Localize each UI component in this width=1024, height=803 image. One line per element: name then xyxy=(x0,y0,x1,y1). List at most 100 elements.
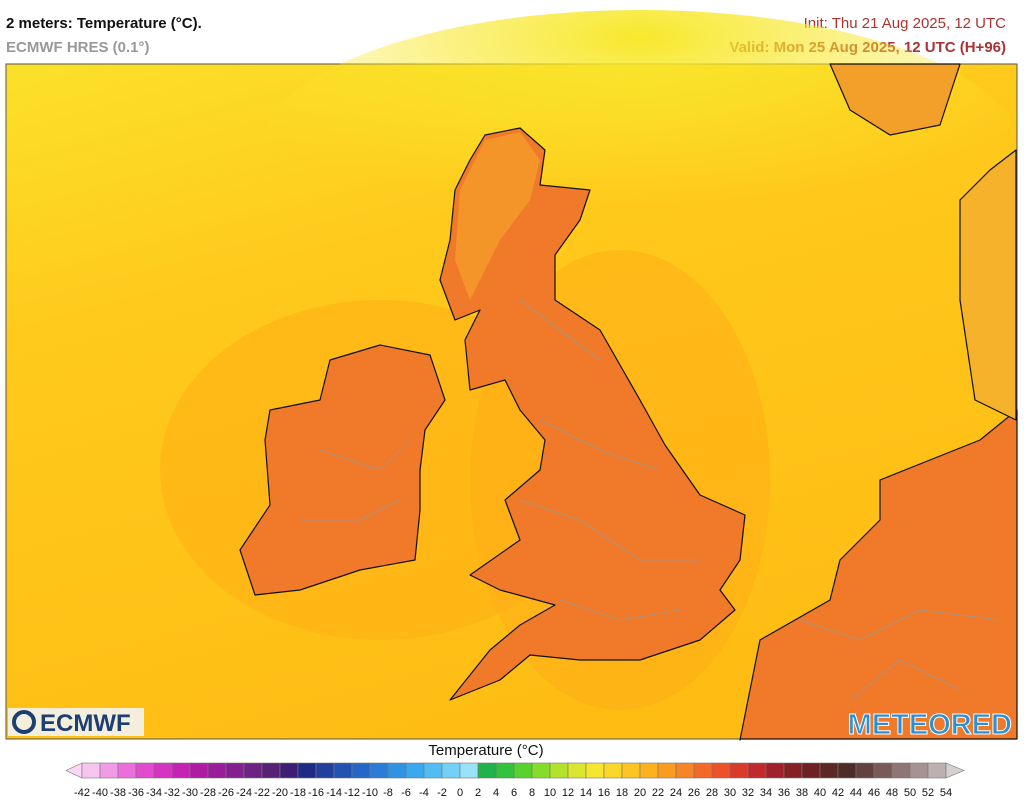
legend-swatch xyxy=(423,762,443,779)
legend-label: -16 xyxy=(308,787,324,799)
legend-arrow-low xyxy=(65,762,83,779)
north-sea-warm xyxy=(260,10,1020,290)
legend-label: -6 xyxy=(401,787,411,799)
model-name: ECMWF HRES (0.1°) xyxy=(6,39,150,56)
legend-label: -14 xyxy=(326,787,342,799)
legend-label: 26 xyxy=(688,787,700,799)
legend-label: 48 xyxy=(886,787,898,799)
legend-label: -26 xyxy=(218,787,234,799)
legend-label: -24 xyxy=(236,787,252,799)
legend-label: 4 xyxy=(493,787,499,799)
legend-label: -36 xyxy=(128,787,144,799)
legend-swatch xyxy=(117,762,137,779)
legend-label: 18 xyxy=(616,787,628,799)
legend-label: 8 xyxy=(529,787,535,799)
legend-label: 50 xyxy=(904,787,916,799)
legend-label: -20 xyxy=(272,787,288,799)
legend-swatch xyxy=(477,762,497,779)
legend-swatch xyxy=(783,762,803,779)
legend-swatch xyxy=(261,762,281,779)
legend-label: 44 xyxy=(850,787,862,799)
legend-label: 14 xyxy=(580,787,592,799)
legend-arrow-high xyxy=(945,762,965,779)
legend-label: 10 xyxy=(544,787,556,799)
logo-ecmwf: ECMWF xyxy=(40,710,131,737)
legend-swatch xyxy=(153,762,173,779)
legend-swatch xyxy=(99,762,119,779)
legend-swatch xyxy=(333,762,353,779)
legend-label: 32 xyxy=(742,787,754,799)
logo-meteored: METEORED xyxy=(848,709,1012,741)
legend-label: 40 xyxy=(814,787,826,799)
legend-label: 24 xyxy=(670,787,682,799)
denmark xyxy=(959,149,1017,421)
legend-swatch xyxy=(189,762,209,779)
legend-label: 22 xyxy=(652,787,664,799)
legend-label: -40 xyxy=(92,787,108,799)
legend-swatch xyxy=(387,762,407,779)
legend-swatch xyxy=(81,762,101,779)
legend-swatch xyxy=(351,762,371,779)
legend-swatch xyxy=(441,762,461,779)
legend-swatch xyxy=(909,762,929,779)
norway xyxy=(829,63,961,136)
legend-label: -10 xyxy=(362,787,378,799)
legend-swatch xyxy=(891,762,911,779)
legend-swatch xyxy=(711,762,731,779)
legend-swatch xyxy=(819,762,839,779)
legend-swatch xyxy=(225,762,245,779)
legend-title: Temperature (°C) xyxy=(428,742,543,759)
legend-swatch xyxy=(747,762,767,779)
legend-label: 36 xyxy=(778,787,790,799)
legend-label: -30 xyxy=(182,787,198,799)
legend-swatch xyxy=(801,762,821,779)
continent xyxy=(739,409,1018,741)
legend: -42 -40 -38 -36 -34 -32 -30 -28 -26 -24 -22 -20 -18-… xyxy=(65,762,965,799)
legend-swatch xyxy=(495,762,515,779)
legend-label: -12 xyxy=(344,787,360,799)
legend-label: -28 xyxy=(200,787,216,799)
legend-label: 28 xyxy=(706,787,718,799)
legend-label: 0 xyxy=(457,787,463,799)
legend-swatch xyxy=(531,762,551,779)
legend-label: -4 xyxy=(419,787,429,799)
legend-label: -42 xyxy=(74,787,90,799)
legend-label: 54 xyxy=(940,787,952,799)
legend-swatch xyxy=(459,762,479,779)
map-title: 2 meters: Temperature (°C). xyxy=(6,15,202,32)
legend-label: 20 xyxy=(634,787,646,799)
legend-swatch xyxy=(243,762,263,779)
legend-swatch xyxy=(135,762,155,779)
legend-label: 34 xyxy=(760,787,772,799)
legend-swatch xyxy=(405,762,425,779)
legend-swatch xyxy=(927,762,947,779)
legend-swatch xyxy=(873,762,893,779)
legend-label: -2 xyxy=(437,787,447,799)
legend-label: -32 xyxy=(164,787,180,799)
legend-swatch xyxy=(621,762,641,779)
legend-label: 38 xyxy=(796,787,808,799)
legend-swatch xyxy=(693,762,713,779)
legend-swatch xyxy=(855,762,875,779)
legend-label: 52 xyxy=(922,787,934,799)
legend-label: 2 xyxy=(475,787,481,799)
logo-ecmwf-icon xyxy=(12,710,36,734)
legend-label: -8 xyxy=(383,787,393,799)
legend-swatch xyxy=(729,762,749,779)
legend-label: -38 xyxy=(110,787,126,799)
legend-swatch xyxy=(369,762,389,779)
legend-swatch xyxy=(315,762,335,779)
legend-swatch xyxy=(297,762,317,779)
legend-swatch xyxy=(675,762,695,779)
legend-label: 6 xyxy=(511,787,517,799)
scotland-highlands xyxy=(455,132,540,300)
legend-label: 12 xyxy=(562,787,574,799)
legend-swatch xyxy=(207,762,227,779)
legend-label: 46 xyxy=(868,787,880,799)
legend-label: 30 xyxy=(724,787,736,799)
legend-label: -34 xyxy=(146,787,162,799)
ireland xyxy=(239,344,446,596)
legend-swatch xyxy=(837,762,857,779)
